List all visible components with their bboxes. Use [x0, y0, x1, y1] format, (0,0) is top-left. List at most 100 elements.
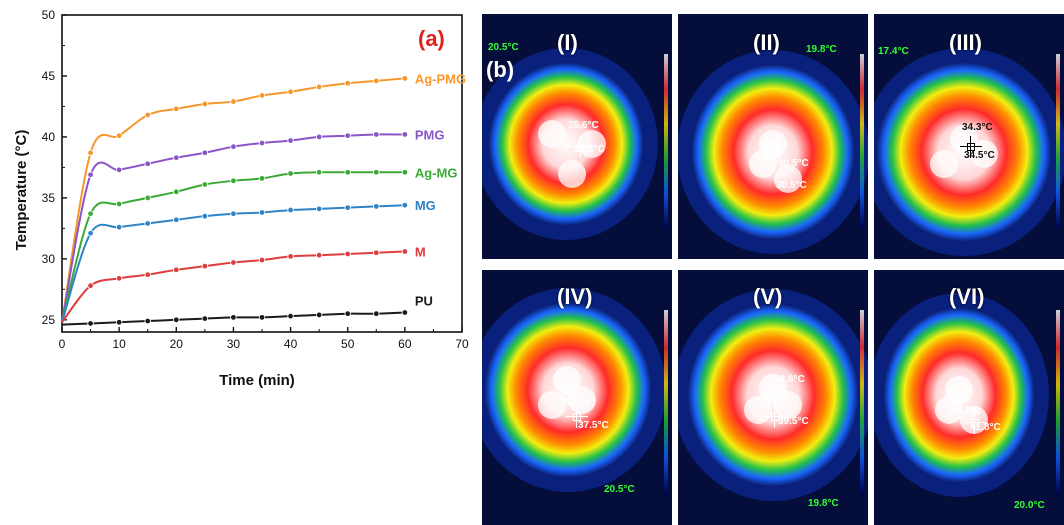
spot-temperature-2: 37.5°C	[578, 420, 609, 431]
data-point	[87, 210, 94, 217]
data-point	[144, 111, 151, 119]
y-tick-label: 30	[42, 252, 56, 266]
data-point	[201, 181, 209, 188]
ambient-temperature-readout: 19.8°C	[808, 498, 839, 509]
thermal-image	[482, 270, 672, 525]
data-point	[287, 88, 294, 96]
y-tick-label: 50	[42, 8, 56, 22]
data-point	[201, 262, 209, 270]
data-point	[201, 100, 209, 108]
thermal-panel-label: (IV)	[557, 284, 593, 309]
crosshair-icon	[566, 406, 588, 428]
panel-b-label: (b)	[486, 57, 515, 82]
data-point	[258, 92, 266, 99]
x-axis-label: Time (min)	[219, 372, 295, 389]
data-point	[87, 171, 94, 178]
data-point	[115, 275, 123, 282]
data-point	[344, 250, 351, 258]
series-label: PU	[415, 293, 433, 308]
thermal-image	[678, 14, 868, 259]
thermal-image	[874, 270, 1064, 525]
temperature-scale-bar	[664, 310, 668, 495]
y-tick-label: 40	[42, 130, 56, 144]
data-point	[258, 209, 266, 216]
thermal-panel-3: (III) 17.4°C 34.3°C 34.5°C	[874, 14, 1064, 259]
data-point	[201, 149, 209, 156]
data-point	[373, 169, 380, 176]
series-line-ag-mg	[61, 171, 405, 323]
data-point	[401, 201, 409, 209]
spot-temperature-2: 30.5°C	[776, 180, 807, 191]
ambient-temperature-readout: 17.4°C	[878, 46, 909, 57]
data-point	[401, 169, 409, 176]
temperature-scale-bar	[1056, 54, 1060, 229]
data-point	[344, 80, 351, 87]
data-point	[230, 259, 237, 266]
data-point	[315, 83, 323, 91]
ambient-temperature-readout: 19.8°C	[806, 44, 837, 55]
data-point	[87, 282, 94, 289]
crosshair-icon	[960, 136, 982, 158]
x-tick-label: 40	[284, 337, 298, 351]
data-point	[173, 216, 180, 224]
data-point	[287, 253, 294, 260]
x-tick-label: 50	[341, 337, 355, 351]
thermal-image-grid: (I) 20.5°C 25.6°C 25.5°C (II) 19.8°C 30.5°C 30.…	[482, 14, 1064, 525]
data-point	[173, 188, 180, 195]
series-label: M	[415, 245, 426, 260]
data-point	[144, 220, 151, 227]
series-label: Ag-PMG	[415, 71, 466, 86]
data-point	[315, 169, 323, 176]
data-point	[315, 311, 323, 319]
data-point	[315, 205, 323, 213]
data-point	[230, 143, 237, 150]
chart-ticks: 0 10 20 30 40 50 60 70 25 30 35 40 45 50	[42, 8, 469, 351]
thermal-image	[874, 14, 1064, 259]
data-point	[144, 271, 151, 278]
thermal-panel-label: (I)	[557, 30, 578, 55]
data-point	[87, 320, 94, 327]
data-point	[315, 251, 323, 259]
series-line-pmg	[61, 133, 405, 323]
spot-temperature-1: 37.1°C	[564, 398, 595, 409]
x-tick-label: 60	[398, 337, 412, 351]
data-point	[230, 210, 237, 217]
crosshair-icon	[570, 136, 592, 158]
x-tick-label: 0	[59, 337, 66, 351]
y-tick-label: 25	[42, 313, 56, 327]
data-point	[287, 170, 294, 177]
data-point	[115, 223, 123, 231]
thermal-panel-1: (I) 20.5°C 25.6°C 25.5°C	[482, 14, 672, 259]
thermal-image	[482, 14, 672, 259]
chart-series	[61, 75, 409, 327]
data-point	[173, 105, 180, 113]
data-point	[258, 175, 266, 182]
data-point	[401, 248, 409, 255]
spot-temperature-2: 25.5°C	[574, 144, 605, 155]
spot-temperature-2: 39.5°C	[778, 416, 809, 427]
temperature-scale-bar	[664, 54, 668, 229]
data-point	[401, 309, 409, 316]
spot-temperature-1: 30.5°C	[778, 158, 809, 169]
series-label: Ag-MG	[415, 165, 458, 180]
data-point	[287, 137, 294, 144]
data-point	[173, 266, 180, 274]
data-point	[344, 169, 351, 176]
data-point	[344, 132, 351, 139]
data-point	[373, 249, 380, 256]
data-point	[373, 77, 380, 85]
series-line-ag-pmg	[61, 77, 405, 323]
spot-temperature-1: 39.6°C	[774, 374, 805, 385]
data-point	[173, 154, 180, 161]
thermal-panel-label: (III)	[949, 30, 982, 55]
data-point	[230, 177, 237, 185]
chart-series-labels: Ag-PMG PMG Ag-MG MG M PU	[415, 71, 466, 308]
data-point	[315, 133, 323, 141]
y-tick-label: 45	[42, 69, 56, 83]
data-point	[201, 315, 209, 322]
spot-temperature-1: 34.3°C	[962, 122, 993, 133]
data-point	[258, 139, 266, 147]
data-point	[144, 194, 151, 202]
spot-temperature-2: 34.5°C	[964, 150, 995, 161]
